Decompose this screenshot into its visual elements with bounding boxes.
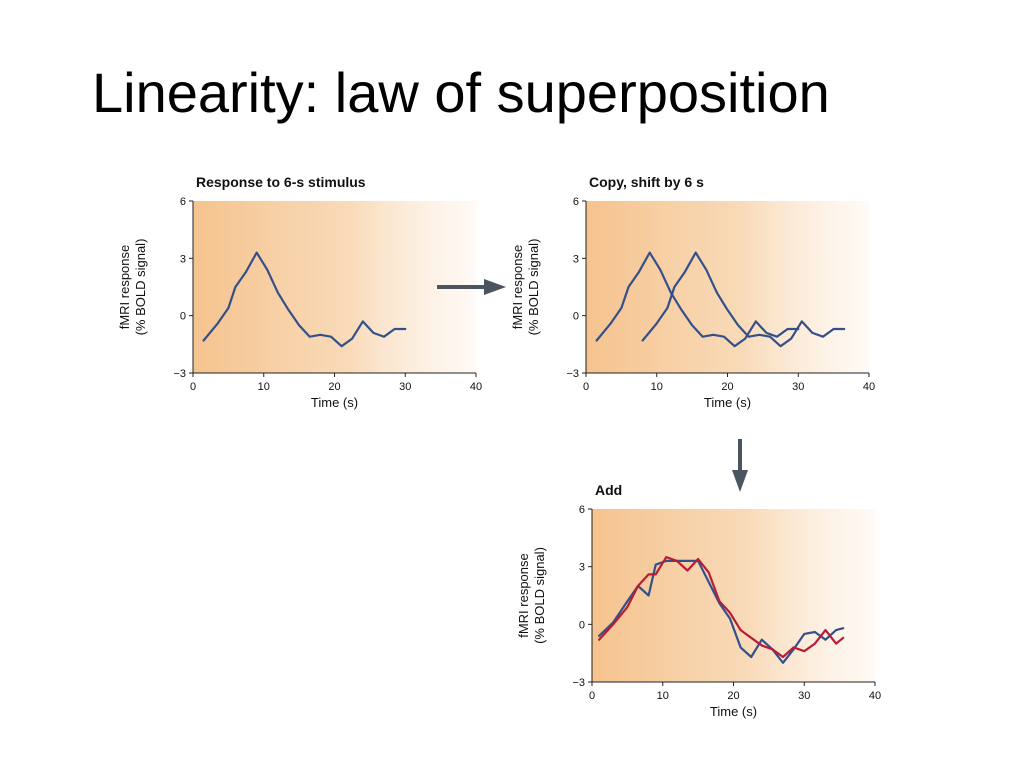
y-tick-label: −3 bbox=[566, 368, 579, 380]
x-tick-label: 10 bbox=[258, 381, 270, 393]
y-tick-label: 0 bbox=[579, 619, 585, 631]
x-tick-label: 0 bbox=[190, 381, 196, 393]
y-axis-label: fMRI response bbox=[510, 245, 525, 330]
y-tick-label: −3 bbox=[572, 677, 585, 689]
y-tick-label: 6 bbox=[573, 196, 579, 208]
x-tick-label: 30 bbox=[792, 381, 804, 393]
x-tick-label: 40 bbox=[863, 381, 875, 393]
arrow-down-icon bbox=[732, 439, 748, 492]
y-tick-label: −3 bbox=[173, 368, 186, 380]
x-axis-label: Time (s) bbox=[704, 395, 751, 410]
x-tick-label: 20 bbox=[721, 381, 733, 393]
chart-title: Copy, shift by 6 s bbox=[589, 174, 704, 190]
x-tick-label: 40 bbox=[869, 690, 881, 702]
x-tick-label: 10 bbox=[657, 690, 669, 702]
x-tick-label: 30 bbox=[399, 381, 411, 393]
y-tick-label: 3 bbox=[579, 562, 585, 574]
chart-title: Response to 6-s stimulus bbox=[196, 174, 366, 190]
y-tick-label: 0 bbox=[180, 311, 186, 323]
y-tick-label: 6 bbox=[180, 196, 186, 208]
y-tick-label: 0 bbox=[573, 311, 579, 323]
x-tick-label: 0 bbox=[583, 381, 589, 393]
x-tick-label: 20 bbox=[328, 381, 340, 393]
figure-canvas: Response to 6-s stimulus630−30 10 20 30 40Ti… bbox=[0, 0, 1024, 768]
x-tick-label: 40 bbox=[470, 381, 482, 393]
y-axis-label: (% BOLD signal) bbox=[526, 239, 541, 336]
plot-background bbox=[592, 509, 875, 682]
y-axis-label: (% BOLD signal) bbox=[133, 239, 148, 336]
x-tick-label: 10 bbox=[651, 381, 663, 393]
y-tick-label: 6 bbox=[579, 504, 585, 516]
x-tick-label: 0 bbox=[589, 690, 595, 702]
x-axis-label: Time (s) bbox=[710, 704, 757, 719]
y-tick-label: 3 bbox=[573, 253, 579, 265]
x-tick-label: 20 bbox=[727, 690, 739, 702]
y-tick-label: 3 bbox=[180, 253, 186, 265]
chart-title: Add bbox=[595, 482, 622, 498]
x-axis-label: Time (s) bbox=[311, 395, 358, 410]
y-axis-label: (% BOLD signal) bbox=[532, 547, 547, 644]
y-axis-label: fMRI response bbox=[117, 245, 132, 330]
y-axis-label: fMRI response bbox=[516, 553, 531, 638]
x-tick-label: 30 bbox=[798, 690, 810, 702]
